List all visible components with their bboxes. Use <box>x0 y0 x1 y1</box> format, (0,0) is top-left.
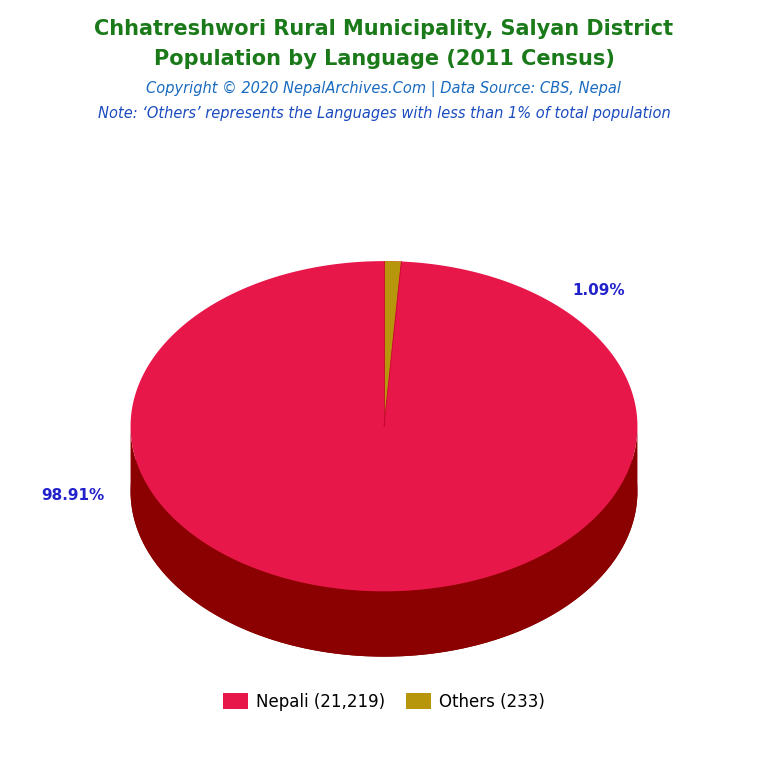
Legend: Nepali (21,219), Others (233): Nepali (21,219), Others (233) <box>217 686 551 717</box>
Text: Chhatreshwori Rural Municipality, Salyan District: Chhatreshwori Rural Municipality, Salyan… <box>94 19 674 39</box>
Ellipse shape <box>131 326 637 657</box>
Polygon shape <box>131 261 637 591</box>
Text: 98.91%: 98.91% <box>41 488 104 503</box>
Text: Note: ‘Others’ represents the Languages with less than 1% of total population: Note: ‘Others’ represents the Languages … <box>98 106 670 121</box>
Text: Copyright © 2020 NepalArchives.Com | Data Source: CBS, Nepal: Copyright © 2020 NepalArchives.Com | Dat… <box>147 81 621 97</box>
Polygon shape <box>384 261 402 426</box>
Text: 1.09%: 1.09% <box>572 283 625 298</box>
Text: Population by Language (2011 Census): Population by Language (2011 Census) <box>154 49 614 69</box>
Polygon shape <box>131 428 637 657</box>
